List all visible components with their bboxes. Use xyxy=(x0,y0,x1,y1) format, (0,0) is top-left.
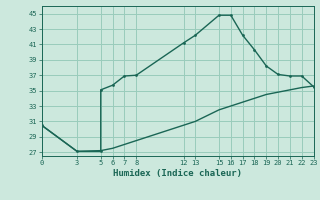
X-axis label: Humidex (Indice chaleur): Humidex (Indice chaleur) xyxy=(113,169,242,178)
